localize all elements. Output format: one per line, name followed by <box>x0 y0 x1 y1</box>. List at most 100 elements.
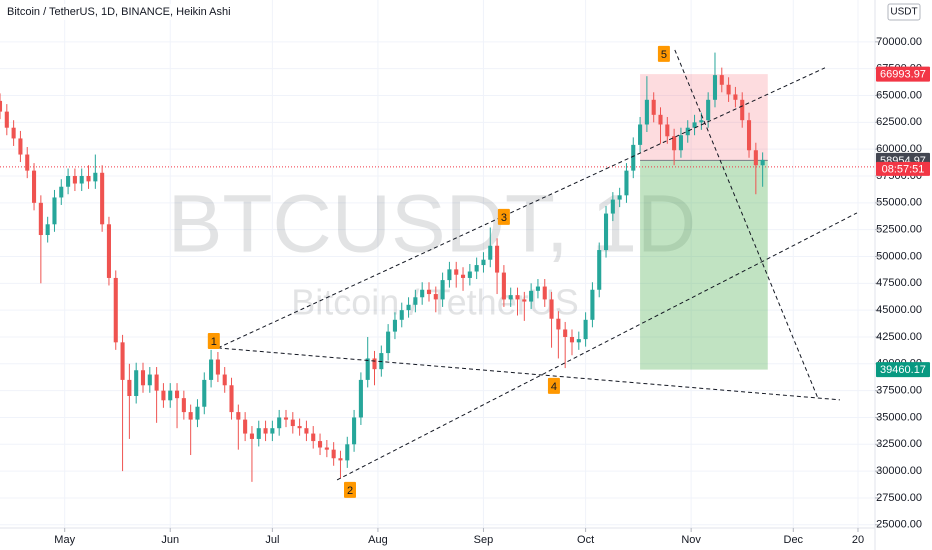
y-tick-label: 60000.00 <box>876 143 922 155</box>
candle-body <box>678 135 683 151</box>
point-marker <box>344 481 356 498</box>
candle-body <box>474 265 479 272</box>
price-badge <box>876 66 930 82</box>
y-tick-label: 45000.00 <box>876 304 922 316</box>
candle-body <box>32 170 37 203</box>
candle-body <box>440 280 445 300</box>
candle-body <box>420 289 425 298</box>
candle-body <box>672 136 677 151</box>
candle-body <box>535 286 540 291</box>
candle-body <box>113 277 118 343</box>
x-tick-label: Oct <box>577 534 594 546</box>
x-tick-label: Jun <box>161 534 179 546</box>
y-tick-label: 52500.00 <box>876 224 922 236</box>
candle-body <box>25 154 30 171</box>
x-tick-label: Sep <box>474 534 494 546</box>
candle-body <box>4 111 9 128</box>
x-tick-label: May <box>54 534 75 546</box>
chart-title: Bitcoin / TetherUS, 1D, BINANCE, Heikin … <box>7 6 231 18</box>
candle-body <box>386 331 391 354</box>
candle-body <box>215 359 220 375</box>
candle-body <box>38 202 43 236</box>
candle-body <box>467 271 472 278</box>
candle-body <box>624 170 629 196</box>
candle-body <box>236 412 241 420</box>
y-tick-label: 32500.00 <box>876 438 922 450</box>
candle-body <box>603 213 609 251</box>
point-marker <box>207 332 220 349</box>
candle-body <box>270 428 275 434</box>
candle-body <box>706 99 711 121</box>
y-tick-label: 27500.00 <box>876 492 922 504</box>
price-badge-label: 39460.17 <box>880 364 926 376</box>
candle-body <box>372 358 377 370</box>
candle-body <box>127 379 132 396</box>
y-tick-label: 35000.00 <box>876 411 922 423</box>
x-tick-label: Nov <box>681 534 701 546</box>
candle-body <box>147 374 152 386</box>
candle-body <box>658 114 663 125</box>
candle-body <box>338 458 343 461</box>
candle-body <box>692 122 697 128</box>
candle-body <box>324 447 329 450</box>
price-badge <box>876 362 930 378</box>
candle-body <box>644 99 649 125</box>
candle-body <box>365 358 370 380</box>
candle-body <box>161 390 166 401</box>
candle-body <box>59 186 64 198</box>
candle-body <box>433 294 438 300</box>
y-tick-label: 25000.00 <box>876 519 922 531</box>
candle-body <box>610 199 615 214</box>
candle-body <box>426 289 432 295</box>
candle-body <box>406 304 411 311</box>
y-tick-label: 47500.00 <box>876 277 922 289</box>
candle-body <box>515 295 520 300</box>
candle-body <box>651 99 656 115</box>
candle-body <box>501 272 506 300</box>
candle-body <box>699 120 704 123</box>
point-marker <box>497 208 510 225</box>
candle-body <box>481 259 486 266</box>
candle-body <box>563 329 568 337</box>
countdown-badge <box>876 161 930 176</box>
candle-body <box>290 419 295 427</box>
candle-body <box>556 318 561 330</box>
candle-body <box>665 124 670 137</box>
currency-button[interactable] <box>887 3 921 21</box>
candle-body <box>331 449 336 459</box>
candle-body <box>508 295 513 300</box>
candle-body <box>631 144 636 171</box>
candle-body <box>283 417 289 420</box>
candle-body <box>617 195 622 200</box>
candle-body <box>222 374 227 386</box>
point-label: 4 <box>551 381 557 393</box>
candle-body <box>120 342 125 380</box>
y-tick-label: 42500.00 <box>876 331 922 343</box>
candle-body <box>522 299 527 302</box>
plot: 1 2 3 4 5 <box>0 45 875 498</box>
candle-body <box>311 433 316 442</box>
point-label: 3 <box>501 212 507 224</box>
candle-body <box>583 319 588 340</box>
candle-body <box>719 75 724 85</box>
currency-label: USDT <box>890 7 917 18</box>
candle-body <box>488 245 493 260</box>
price-badge-label: 66993.97 <box>880 69 926 81</box>
point-marker <box>547 377 560 394</box>
y-tick-label: 70000.00 <box>876 36 922 48</box>
candle-body <box>542 286 547 300</box>
y-tick-label: 55000.00 <box>876 197 922 209</box>
candle-body <box>753 150 758 166</box>
candle-body <box>576 339 581 343</box>
candle-body <box>549 299 554 319</box>
title-backdrop <box>5 4 265 20</box>
candle-body <box>195 406 200 420</box>
x-tick-label: Jul <box>265 534 279 546</box>
candle-body <box>413 297 418 305</box>
candle-body <box>277 417 282 429</box>
point-label: 2 <box>347 485 353 497</box>
candle-body <box>140 370 146 386</box>
candle-body <box>106 224 111 278</box>
y-tick-label: 65000.00 <box>876 89 922 101</box>
